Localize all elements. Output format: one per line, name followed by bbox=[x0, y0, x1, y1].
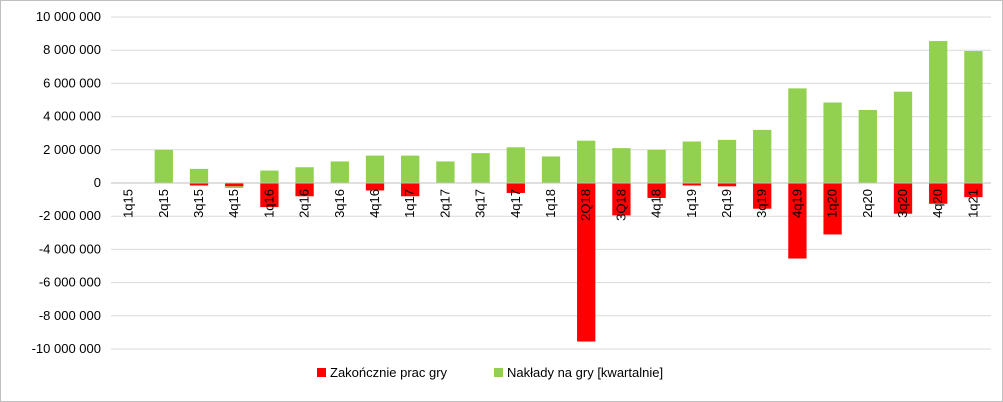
x-tick-label: 4q17 bbox=[508, 189, 523, 218]
bar-naklady bbox=[436, 161, 455, 183]
bar-zakonczenie bbox=[577, 183, 596, 342]
y-tick-label: -6 000 000 bbox=[39, 275, 101, 290]
x-tick-label: 3q19 bbox=[754, 189, 769, 218]
y-tick-label: 10 000 000 bbox=[36, 9, 101, 24]
y-tick-label: 6 000 000 bbox=[43, 75, 101, 90]
legend-label-naklady: Nakłady na gry [kwartalnie] bbox=[507, 365, 663, 380]
bar-naklady bbox=[647, 149, 666, 183]
gridlines bbox=[111, 16, 991, 350]
bar-naklady bbox=[260, 170, 279, 183]
bar-naklady bbox=[189, 168, 209, 183]
x-tick-label: 2Q18 bbox=[578, 189, 593, 221]
bar-naklady bbox=[577, 140, 596, 183]
bar-naklady bbox=[858, 109, 877, 183]
bar-naklady bbox=[893, 91, 913, 183]
bar-naklady bbox=[823, 102, 842, 183]
bar-zakonczenie bbox=[295, 183, 314, 197]
y-tick-label: -4 000 000 bbox=[39, 241, 101, 256]
x-tick-label: 4q18 bbox=[649, 189, 664, 218]
x-tick-label: 1q17 bbox=[402, 189, 417, 218]
bar-naklady bbox=[506, 147, 525, 183]
bars bbox=[154, 41, 983, 342]
bar-zakonczenie bbox=[225, 183, 244, 187]
x-tick-label: 3q16 bbox=[332, 189, 347, 218]
bar-naklady bbox=[295, 167, 314, 183]
bar-zakonczenie bbox=[365, 183, 385, 191]
bar-naklady bbox=[541, 156, 561, 183]
bar-naklady bbox=[753, 129, 772, 183]
bar-naklady bbox=[225, 186, 244, 188]
x-tick-label: 3Q18 bbox=[613, 189, 628, 221]
bar-zakonczenie bbox=[682, 183, 701, 186]
y-tick-labels: 10 000 000 8 000 000 6 000 000 4 000 000 2 0… bbox=[32, 9, 101, 356]
x-tick-label: 2q15 bbox=[156, 189, 171, 218]
bar-zakonczenie bbox=[964, 183, 983, 198]
bar-zakonczenie bbox=[612, 183, 631, 216]
bar-naklady bbox=[330, 161, 349, 183]
bar-naklady bbox=[682, 141, 701, 183]
bar-zakonczenie bbox=[788, 183, 807, 259]
x-tick-label: 3q20 bbox=[895, 189, 910, 218]
x-tick-label: 3q15 bbox=[191, 189, 206, 218]
x-tick-label: 1q16 bbox=[261, 189, 276, 218]
x-tick-label: 1q21 bbox=[965, 189, 980, 218]
bar-zakonczenie bbox=[506, 183, 525, 193]
y-tick-label: -2 000 000 bbox=[39, 208, 101, 223]
bar-naklady bbox=[964, 51, 983, 183]
bar-zakonczenie bbox=[189, 183, 209, 186]
y-tick-label: 8 000 000 bbox=[43, 42, 101, 57]
x-tick-labels: 1q15 2q15 3q15 4q15 1q16 2q16 3q16 4q16 1q17 2q17… bbox=[121, 189, 981, 221]
x-tick-label: 4q19 bbox=[789, 189, 804, 218]
y-tick-label: 2 000 000 bbox=[43, 142, 101, 157]
x-tick-label: 2q20 bbox=[860, 189, 875, 218]
legend: Zakończnie prac gry Nakłady na gry [kwart… bbox=[317, 365, 663, 380]
x-tick-label: 4q15 bbox=[226, 189, 241, 218]
x-tick-label: 2q17 bbox=[437, 189, 452, 218]
bar-zakonczenie bbox=[260, 183, 279, 208]
bar-zakonczenie bbox=[753, 183, 772, 209]
bar-zakonczenie bbox=[717, 183, 737, 187]
bar-naklady bbox=[154, 149, 173, 183]
bar-naklady bbox=[612, 148, 631, 183]
legend-swatch-zakonczenie bbox=[317, 368, 326, 377]
legend-label-zakonczenie: Zakończnie prac gry bbox=[330, 365, 448, 380]
x-tick-label: 1q18 bbox=[543, 189, 558, 218]
x-tick-label: 2q16 bbox=[297, 189, 312, 218]
bar-zakonczenie bbox=[893, 183, 913, 214]
x-tick-label: 3q17 bbox=[473, 189, 488, 218]
bar-zakonczenie bbox=[401, 183, 420, 197]
x-tick-label: 1q15 bbox=[121, 189, 136, 218]
y-tick-label: 4 000 000 bbox=[43, 109, 101, 124]
y-tick-label: 0 bbox=[94, 175, 101, 190]
x-tick-label: 4q20 bbox=[930, 189, 945, 218]
y-tick-label: -8 000 000 bbox=[39, 308, 101, 323]
x-tick-label: 1q20 bbox=[825, 189, 840, 218]
bar-naklady bbox=[929, 41, 948, 183]
legend-swatch-naklady bbox=[494, 368, 503, 377]
bar-zakonczenie bbox=[647, 183, 666, 198]
bar-naklady bbox=[788, 88, 807, 183]
x-tick-label: 4q16 bbox=[367, 189, 382, 218]
x-tick-label: 1q19 bbox=[684, 189, 699, 218]
bar-naklady bbox=[365, 155, 385, 183]
bar-naklady bbox=[717, 139, 737, 183]
bar-zakonczenie bbox=[929, 183, 948, 204]
bar-naklady bbox=[401, 155, 420, 183]
y-tick-label: -10 000 000 bbox=[32, 341, 101, 356]
bar-naklady bbox=[471, 153, 490, 183]
bar-zakonczenie bbox=[823, 183, 842, 235]
x-tick-label: 2q19 bbox=[719, 189, 734, 218]
